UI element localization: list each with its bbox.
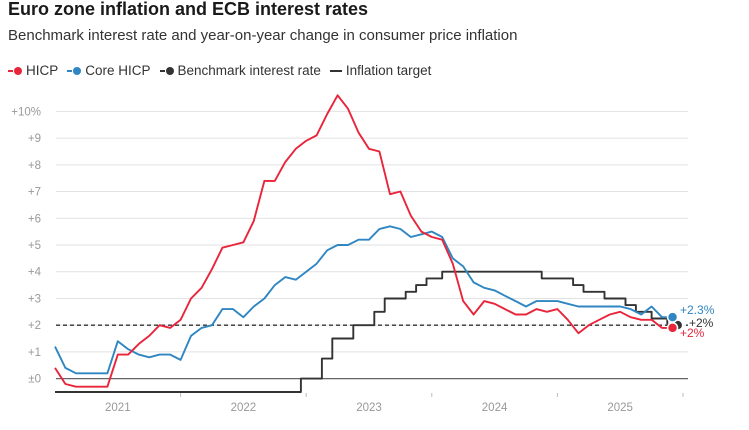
legend-swatch-hicp-line bbox=[8, 69, 13, 72]
y-axis-ticks: ±0 +1 +2 +3 +4 +5 +6 +7 +8 +9 +10% bbox=[11, 106, 41, 385]
end-labels-layer: +2.3%+2%+2% bbox=[680, 303, 715, 340]
y-tick-label: +5 bbox=[28, 240, 41, 252]
end-marker-core-hicp bbox=[666, 311, 679, 323]
end-label-hicp: +2% bbox=[680, 326, 705, 340]
legend-item-core-hicp: Core HICP bbox=[67, 63, 151, 78]
legend-item-interest-rate: Benchmark interest rate bbox=[159, 63, 321, 78]
chart-title: Euro zone inflation and ECB interest rat… bbox=[8, 0, 369, 19]
y-tick-label: +4 bbox=[28, 267, 42, 279]
x-tick-label: 2023 bbox=[356, 402, 382, 414]
y-tick-label: +1 bbox=[28, 347, 41, 359]
legend-swatch-core-dot bbox=[73, 66, 82, 75]
legend: HICP Core HICP Benchmark interest rate I… bbox=[8, 63, 440, 78]
y-tick-label: ±0 bbox=[28, 374, 41, 386]
series-line-hicp bbox=[54, 94, 673, 388]
legend-item-hicp: HICP bbox=[8, 63, 58, 78]
legend-swatch-core-line bbox=[67, 69, 73, 72]
series-layer bbox=[54, 94, 684, 393]
legend-swatch-hicp-dot bbox=[14, 66, 22, 75]
y-tick-label: +2 bbox=[28, 320, 41, 332]
legend-item-inflation-target: Inflation target bbox=[329, 63, 432, 78]
legend-swatch-target-dash bbox=[329, 69, 342, 72]
y-tick-label: +10% bbox=[11, 106, 41, 118]
legend-label-inflation-target: Inflation target bbox=[345, 63, 432, 78]
y-tick-label: +3 bbox=[28, 293, 41, 305]
legend-swatch-rate-dot bbox=[165, 66, 174, 75]
legend-label-core-hicp: Core HICP bbox=[85, 63, 151, 78]
end-label-benchmark-interest-rate: +2% bbox=[689, 316, 714, 330]
x-tick-label: 2024 bbox=[482, 402, 508, 414]
legend-swatch-rate-line bbox=[159, 69, 165, 72]
y-tick-label: +9 bbox=[28, 133, 41, 145]
series-line-core-hicp bbox=[54, 225, 673, 375]
y-tick-label: +8 bbox=[28, 160, 41, 172]
chart-subtitle: Benchmark interest rate and year-on-year… bbox=[8, 27, 518, 44]
end-label-core-hicp: +2.3% bbox=[680, 303, 715, 317]
legend-label-hicp: HICP bbox=[26, 63, 59, 78]
gridlines bbox=[56, 110, 688, 380]
x-tick-label: 2022 bbox=[231, 402, 257, 414]
x-tick-label: 2021 bbox=[105, 402, 131, 414]
series-line-benchmark-interest-rate bbox=[55, 270, 678, 393]
legend-label-interest-rate: Benchmark interest rate bbox=[177, 63, 321, 78]
y-tick-label: +7 bbox=[28, 187, 41, 199]
x-tick-label: 2025 bbox=[607, 402, 633, 414]
end-marker-hicp bbox=[666, 322, 679, 334]
x-axis-ticks: 2021 2022 2023 2024 2025 bbox=[105, 393, 684, 414]
y-tick-label: +6 bbox=[28, 213, 41, 225]
